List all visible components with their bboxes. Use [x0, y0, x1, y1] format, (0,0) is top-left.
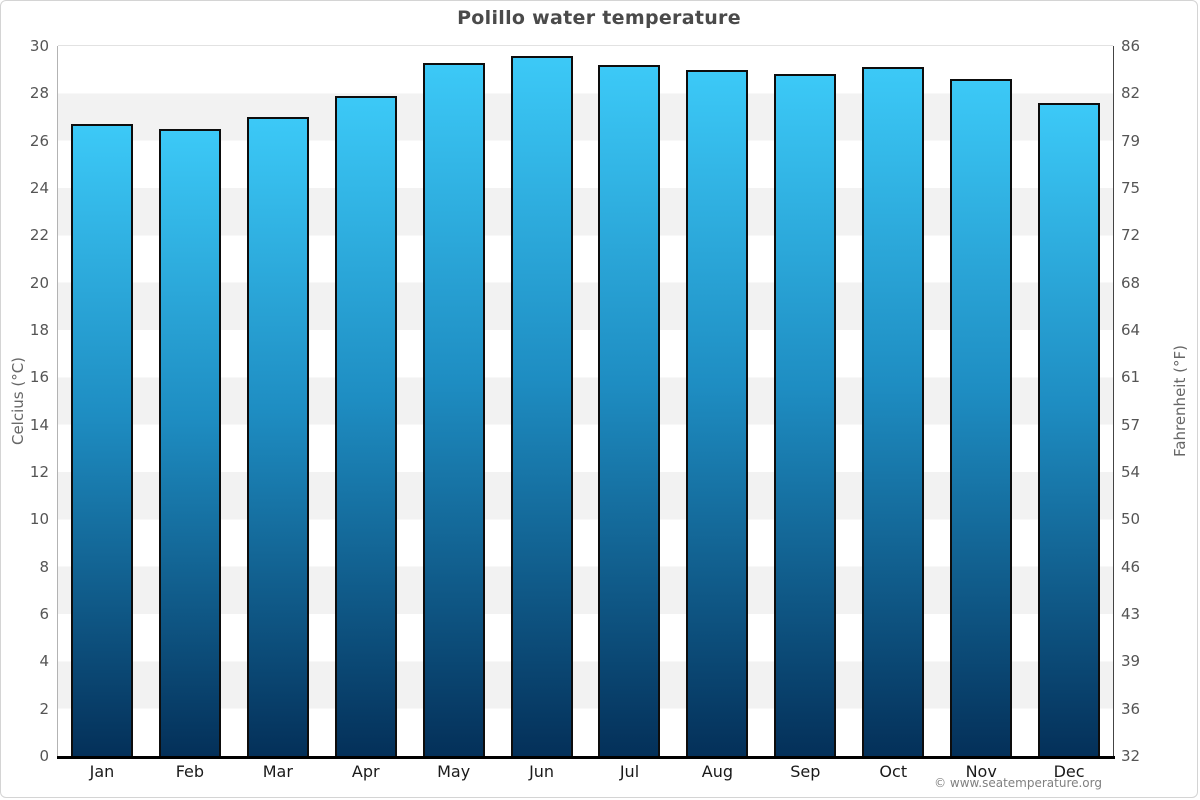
month-label-jan: Jan — [89, 762, 115, 781]
month-labels-row: Jan Feb Mar Apr May Jun Jul Aug Sep Oct Nov Dec — [58, 762, 1113, 781]
month-label-dec: Dec — [1053, 762, 1085, 781]
bar-jun — [510, 55, 573, 756]
month-label-jul: Jul — [619, 762, 640, 781]
fahrenheit-tick-68: 68 — [1121, 273, 1141, 292]
chart-title: Polillo water temperature — [457, 7, 741, 29]
bar-nov — [950, 79, 1013, 756]
fahrenheit-tick-57: 57 — [1121, 415, 1141, 434]
fahrenheit-tick-64: 64 — [1121, 321, 1141, 339]
bar-slot-dec — [1025, 46, 1113, 756]
x-axis-line — [57, 756, 1115, 759]
celsius-tick-2: 2 — [39, 699, 49, 718]
bar-slot-jul — [586, 46, 674, 756]
bar-feb — [158, 128, 221, 756]
bar-dec — [1038, 102, 1101, 756]
fahrenheit-tick-75: 75 — [1121, 179, 1141, 197]
fahrenheit-tick-82: 82 — [1121, 84, 1141, 103]
top-gridline — [58, 45, 1113, 46]
bar-may — [422, 62, 485, 756]
attribution: © www.seatemperature.org — [934, 776, 1102, 790]
celsius-tick-14: 14 — [29, 415, 49, 434]
bar-slot-jan — [58, 46, 146, 756]
celsius-tick-10: 10 — [29, 510, 49, 529]
celsius-tick-30: 30 — [29, 37, 49, 55]
bars-row — [58, 46, 1113, 756]
celsius-tick-4: 4 — [39, 652, 49, 671]
bar-jan — [70, 124, 133, 756]
celsius-tick-20: 20 — [29, 273, 49, 292]
celsius-tick-8: 8 — [39, 557, 49, 576]
fahrenheit-tick-36: 36 — [1121, 699, 1141, 718]
bar-slot-nov — [937, 46, 1025, 756]
month-label-aug: Aug — [701, 762, 734, 781]
bar-apr — [334, 95, 397, 756]
plot-area — [58, 46, 1113, 756]
bar-slot-sep — [761, 46, 849, 756]
fahrenheit-tick-61: 61 — [1121, 368, 1141, 387]
celsius-tick-28: 28 — [29, 84, 49, 103]
right-axis-line — [1113, 46, 1114, 757]
fahrenheit-tick-86: 86 — [1121, 37, 1141, 55]
month-label-feb: Feb — [175, 762, 205, 781]
left-axis-line — [57, 46, 58, 756]
month-label-nov: Nov — [965, 762, 997, 781]
celsius-tick-22: 22 — [29, 226, 49, 245]
bar-slot-aug — [673, 46, 761, 756]
bar-jul — [598, 64, 661, 756]
bar-slot-feb — [146, 46, 234, 756]
fahrenheit-tick-54: 54 — [1121, 463, 1141, 481]
celsius-tick-26: 26 — [29, 131, 49, 150]
bar-slot-apr — [322, 46, 410, 756]
month-label-oct: Oct — [879, 762, 908, 781]
month-label-sep: Sep — [790, 762, 821, 781]
bar-aug — [686, 69, 749, 756]
celsius-tick-6: 6 — [39, 605, 49, 623]
fahrenheit-tick-50: 50 — [1121, 510, 1141, 529]
bar-sep — [774, 74, 837, 756]
fahrenheit-tick-79: 79 — [1121, 131, 1141, 150]
fahrenheit-tick-72: 72 — [1121, 226, 1141, 245]
bar-slot-mar — [234, 46, 322, 756]
month-label-apr: Apr — [351, 762, 380, 781]
celsius-tick-0: 0 — [39, 747, 49, 765]
fahrenheit-tick-32: 32 — [1121, 747, 1141, 765]
celsius-tick-24: 24 — [29, 179, 49, 197]
fahrenheit-tick-46: 46 — [1121, 557, 1141, 576]
fahrenheit-tick-39: 39 — [1121, 652, 1141, 671]
bar-slot-oct — [849, 46, 937, 756]
celsius-tick-18: 18 — [29, 321, 49, 339]
month-label-may: May — [437, 762, 471, 781]
bar-slot-may — [410, 46, 498, 756]
month-label-mar: Mar — [262, 762, 293, 781]
month-label-jun: Jun — [529, 762, 555, 781]
celsius-tick-16: 16 — [29, 368, 49, 387]
bar-oct — [862, 67, 925, 756]
fahrenheit-tick-43: 43 — [1121, 605, 1141, 623]
bar-mar — [246, 117, 309, 756]
bar-slot-jun — [498, 46, 586, 756]
fahrenheit-axis-title: Fahrenheit (°F) — [1171, 345, 1189, 457]
celsius-tick-12: 12 — [29, 463, 49, 481]
